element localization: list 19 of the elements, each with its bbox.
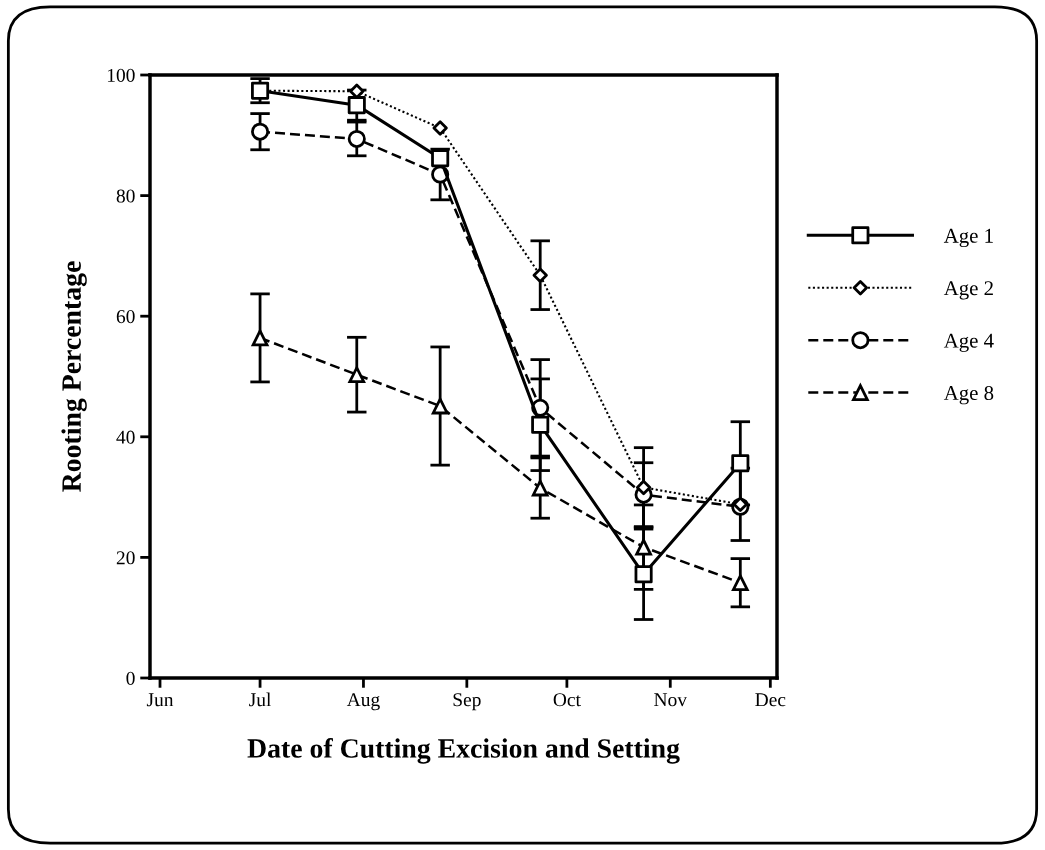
y-tick-label: 20 <box>116 551 135 565</box>
x-tick-label: Nov <box>654 693 688 707</box>
x-axis-title: Date of Cutting Excision and Setting <box>247 737 680 764</box>
y-axis-title: Rooting Percentage <box>61 261 87 492</box>
x-tick-label: Jul <box>249 692 272 707</box>
text: Age 4 <box>943 333 994 352</box>
x-tick-label: Oct <box>553 693 581 707</box>
text: Age 1 <box>943 228 993 248</box>
y-tick-label: 40 <box>116 430 135 444</box>
x-tick-label: Jun <box>146 693 174 707</box>
y-tick-label: 80 <box>116 189 135 203</box>
text: Age 8 <box>943 386 994 405</box>
y-tick-label: 0 <box>126 671 135 685</box>
y-tick-label: 100 <box>107 68 135 82</box>
text: Age 2 <box>943 281 993 300</box>
y-tick-label: 60 <box>116 310 135 324</box>
x-tick-label: Dec <box>755 693 786 707</box>
x-tick-label: Sep <box>453 693 481 711</box>
x-tick-label: Aug <box>346 693 380 711</box>
